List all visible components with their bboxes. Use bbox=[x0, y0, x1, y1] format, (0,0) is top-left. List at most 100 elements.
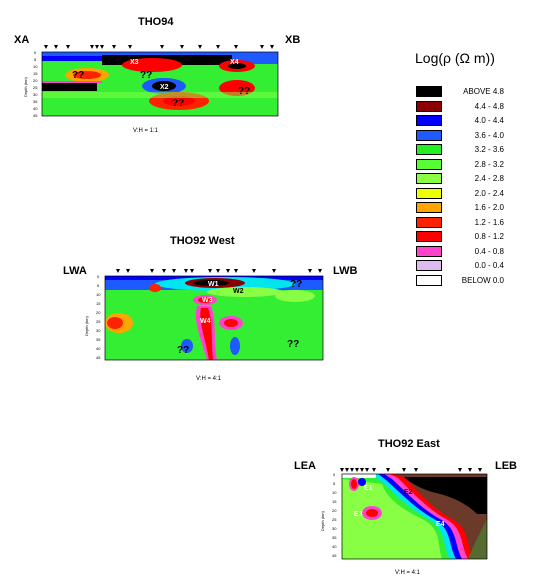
tho92w-depth-label: Depth (km) bbox=[84, 316, 89, 336]
legend-swatch bbox=[416, 260, 442, 271]
tho92w-label-w3: W3 bbox=[202, 297, 213, 304]
svg-text:35: 35 bbox=[332, 535, 337, 540]
svg-text:40: 40 bbox=[96, 346, 101, 351]
svg-text:15: 15 bbox=[33, 71, 38, 76]
tho92w-label-w4: W4 bbox=[200, 318, 211, 325]
legend-swatch bbox=[416, 115, 442, 126]
legend-swatch bbox=[416, 202, 442, 213]
legend-swatch bbox=[416, 129, 442, 141]
legend-swatch bbox=[416, 173, 442, 184]
tho92w-right-end: LWB bbox=[333, 265, 358, 277]
tho94-depth-ticks: 0 5 10 15 20 25 30 35 40 45 bbox=[33, 50, 38, 118]
legend-range: 4.0 - 4.4 bbox=[474, 116, 504, 125]
svg-text:30: 30 bbox=[33, 92, 38, 97]
svg-text:10: 10 bbox=[33, 64, 38, 69]
tho94-unknown-3: ?? bbox=[238, 86, 250, 97]
legend-swatch bbox=[416, 100, 442, 112]
svg-text:10: 10 bbox=[332, 490, 337, 495]
svg-text:45: 45 bbox=[332, 553, 337, 558]
tho92e-ratio: V:H = 4:1 bbox=[395, 570, 420, 576]
tho94-label-x2: X2 bbox=[160, 84, 169, 91]
svg-text:10: 10 bbox=[96, 292, 101, 297]
tho94-left-end: XA bbox=[14, 34, 30, 46]
tho94-section: X3 X4 X2 ?? ?? ?? ?? Depth (km) 0 5 10 1… bbox=[23, 45, 279, 118]
tho92w-depth-ticks: 0 5 10 15 20 25 30 35 40 45 bbox=[96, 274, 101, 360]
legend-swatch bbox=[416, 231, 442, 242]
legend-swatch bbox=[416, 187, 442, 199]
legend-range: 3.6 - 4.0 bbox=[474, 130, 504, 140]
svg-text:0: 0 bbox=[34, 50, 37, 55]
legend-range: 2.4 - 2.8 bbox=[474, 174, 504, 183]
tho92e-left-end: LEA bbox=[294, 460, 316, 472]
tho94-unknown-1: ?? bbox=[72, 70, 84, 81]
legend-range: 0.0 - 0.4 bbox=[474, 261, 504, 270]
legend-range: 2.0 - 2.4 bbox=[474, 188, 504, 198]
tho94-title: THO94 bbox=[138, 16, 174, 28]
tho92e-title: THO92 East bbox=[378, 438, 440, 450]
svg-text:0: 0 bbox=[97, 274, 100, 279]
tho92e-label-e2: E2 bbox=[404, 489, 413, 496]
tho92e-stations bbox=[340, 468, 482, 472]
tho92e-depth-ticks: 0 5 10 15 20 25 30 35 40 45 bbox=[332, 472, 337, 558]
svg-text:25: 25 bbox=[332, 517, 337, 522]
svg-text:0: 0 bbox=[333, 472, 336, 477]
legend-range: 0.4 - 0.8 bbox=[474, 246, 504, 256]
legend-range: 3.2 - 3.6 bbox=[474, 145, 504, 154]
svg-text:45: 45 bbox=[33, 113, 38, 118]
legend-swatch bbox=[416, 86, 442, 97]
tho92e-section: E1 E2 E3 E4 Depth (km) 0 5 10 15 20 25 3… bbox=[320, 468, 488, 560]
svg-text:5: 5 bbox=[333, 481, 336, 486]
tho92e-label-e1: E1 bbox=[364, 485, 373, 492]
tho92e-right-end: LEB bbox=[495, 460, 517, 472]
svg-text:5: 5 bbox=[97, 283, 100, 288]
svg-text:40: 40 bbox=[33, 106, 38, 111]
svg-text:20: 20 bbox=[96, 310, 101, 315]
tho92e-label-e3: E3 bbox=[354, 511, 363, 518]
svg-text:25: 25 bbox=[96, 319, 101, 324]
legend-swatch bbox=[416, 158, 442, 170]
tho92e-label-e4: E4 bbox=[436, 521, 445, 528]
svg-text:45: 45 bbox=[96, 355, 101, 360]
legend-title: Log(ρ (Ω m)) bbox=[415, 50, 495, 66]
tho92w-left-end: LWA bbox=[63, 265, 87, 277]
svg-text:15: 15 bbox=[332, 499, 337, 504]
svg-text:35: 35 bbox=[96, 337, 101, 342]
tho92w-title: THO92 West bbox=[170, 235, 235, 247]
tho94-depth-label: Depth (km) bbox=[23, 77, 28, 97]
tho94-ratio: V:H = 1:1 bbox=[133, 128, 158, 134]
svg-text:20: 20 bbox=[33, 78, 38, 83]
tho92e-depth-label: Depth (km) bbox=[320, 511, 325, 531]
tho92w-section: W1 W2 W3 W4 ?? ?? ?? Depth (km) 0 5 10 1… bbox=[84, 269, 324, 361]
svg-text:30: 30 bbox=[332, 526, 337, 531]
svg-text:35: 35 bbox=[33, 99, 38, 104]
tho94-label-x4: X4 bbox=[230, 59, 239, 66]
tho94-unknown-4: ?? bbox=[172, 98, 184, 109]
legend-range: BELOW 0.0 bbox=[461, 275, 504, 285]
legend-swatch bbox=[416, 144, 442, 155]
svg-text:20: 20 bbox=[332, 508, 337, 513]
svg-text:25: 25 bbox=[33, 85, 38, 90]
tho92w-unknown-1: ?? bbox=[290, 279, 302, 290]
legend-range: ABOVE 4.8 bbox=[463, 87, 504, 96]
legend-range: 1.2 - 1.6 bbox=[474, 217, 504, 227]
tho94-label-x3: X3 bbox=[130, 59, 139, 66]
svg-text:30: 30 bbox=[96, 328, 101, 333]
svg-text:15: 15 bbox=[96, 301, 101, 306]
legend-range: 2.8 - 3.2 bbox=[474, 159, 504, 169]
tho94-stations bbox=[44, 45, 274, 49]
tho92w-label-w2: W2 bbox=[233, 288, 244, 295]
tho94-unknown-2: ?? bbox=[140, 70, 152, 81]
svg-text:5: 5 bbox=[34, 57, 37, 62]
svg-text:40: 40 bbox=[332, 544, 337, 549]
tho92w-unknown-3: ?? bbox=[287, 339, 299, 350]
tho94-right-end: XB bbox=[285, 34, 301, 46]
legend-range: 1.6 - 2.0 bbox=[474, 203, 504, 212]
tho92w-ratio: V:H = 4:1 bbox=[196, 376, 221, 382]
legend-swatch bbox=[416, 274, 442, 286]
legend-swatch bbox=[416, 245, 442, 257]
legend-range: 4.4 - 4.8 bbox=[474, 101, 504, 111]
tho92w-unknown-2: ?? bbox=[177, 345, 189, 356]
legend-range: 0.8 - 1.2 bbox=[474, 232, 504, 241]
legend-swatch bbox=[416, 216, 442, 228]
tho92w-label-w1: W1 bbox=[208, 281, 219, 288]
